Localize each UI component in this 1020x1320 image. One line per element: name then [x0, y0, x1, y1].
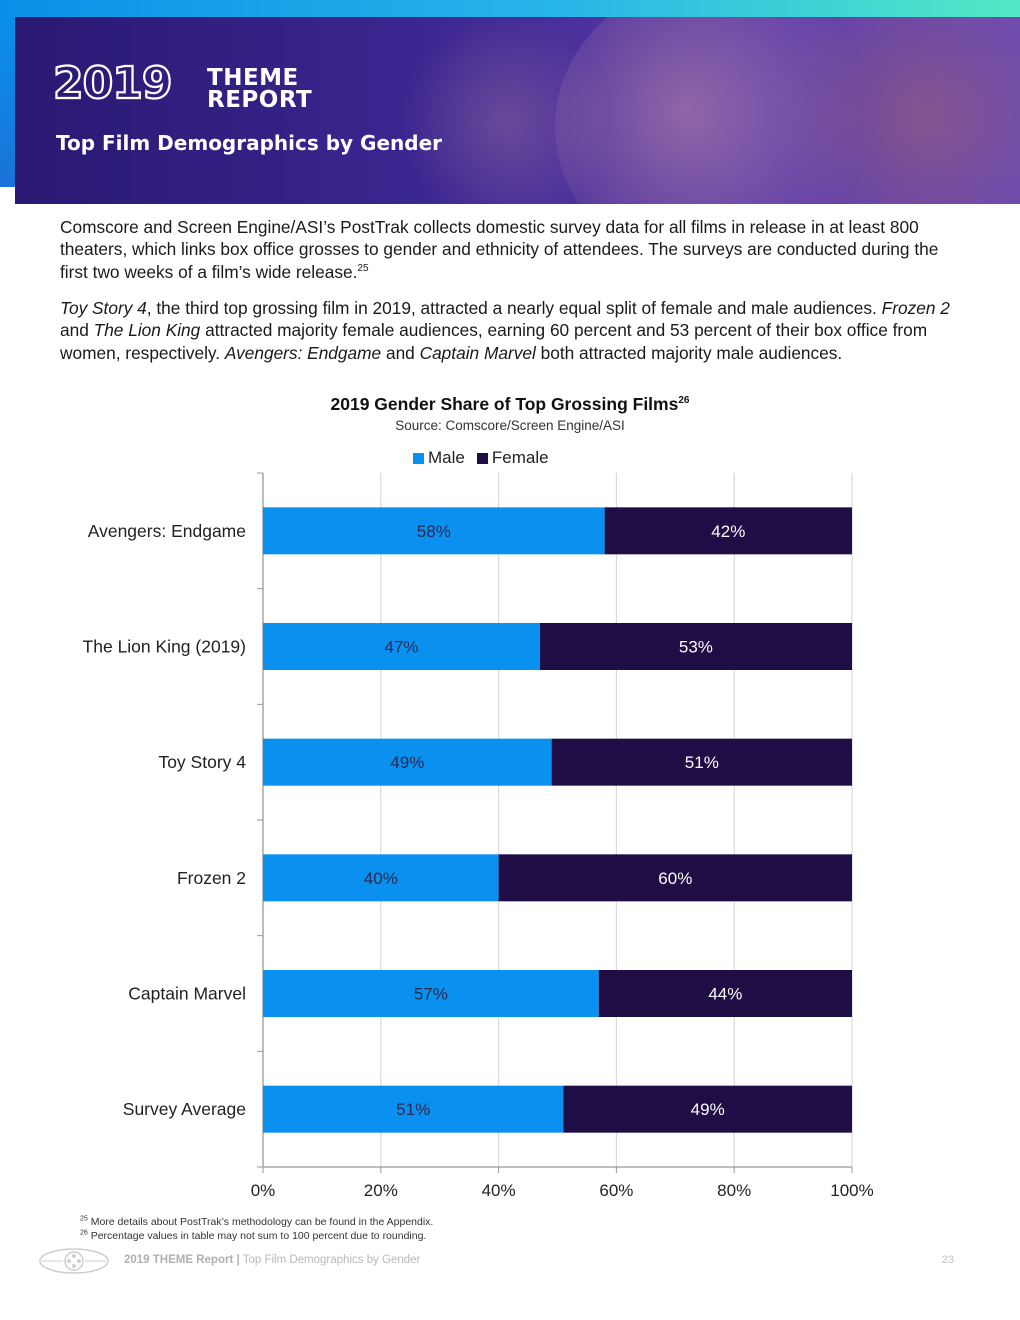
x-tick-label: 80% — [717, 1181, 751, 1200]
top-accent-bar — [0, 0, 1020, 17]
data-label-male: 57% — [414, 985, 448, 1004]
paragraph-text: and — [60, 320, 94, 341]
x-tick-label: 60% — [599, 1181, 633, 1200]
data-label-male: 49% — [390, 753, 424, 772]
chart-legend: Male Female — [413, 448, 561, 468]
legend-swatch-male — [413, 452, 424, 464]
footnote-number: 26 — [80, 1229, 88, 1237]
x-tick-label: 20% — [364, 1181, 398, 1200]
bar-female — [539, 623, 852, 670]
bar-female — [598, 970, 852, 1017]
legend-label-male: Male — [428, 448, 465, 467]
film-title: The Lion King — [93, 320, 201, 341]
legend-swatch-female — [476, 452, 488, 464]
left-accent-bar — [0, 17, 15, 187]
footer-label: 2019 THEME Report | Top Film Demographic… — [124, 1254, 420, 1266]
logo-report: REPORT — [207, 87, 313, 113]
header-banner: 2019 THEME REPORT Top Film Demographics … — [15, 17, 1020, 204]
intro-paragraph: Comscore and Screen Engine/ASI’s PostTra… — [60, 216, 960, 283]
bar-female — [551, 738, 852, 786]
page-footer: 2019 THEME Report | Top Film Demographic… — [38, 1245, 958, 1277]
data-label-female: 49% — [691, 1100, 725, 1119]
intro-text: Comscore and Screen Engine/ASI’s PostTra… — [60, 217, 939, 282]
paragraph-text: both attracted majority male audiences. — [535, 342, 843, 363]
legend-label-female: Female — [491, 448, 549, 467]
film-title: Frozen 2 — [881, 298, 950, 318]
bar-female — [604, 507, 852, 555]
logo-year: 2019 — [52, 58, 174, 109]
findings-paragraph: Toy Story 4, the third top grossing film… — [60, 297, 960, 364]
legend-item-male: Male — [413, 448, 465, 468]
category-label: The Lion King (2019) — [83, 637, 246, 657]
film-title: Toy Story 4 — [60, 298, 147, 318]
category-label: Avengers: Endgame — [88, 521, 246, 541]
footnote-text: Percentage values in table may not sum t… — [90, 1230, 427, 1242]
data-label-male: 47% — [384, 638, 418, 657]
x-tick-label: 100% — [830, 1181, 873, 1200]
bar-male — [263, 854, 499, 902]
bar-female — [563, 1085, 852, 1133]
logo-wordmark: THEME REPORT — [207, 65, 313, 113]
chart-title: 2019 Gender Share of Top Grossing Films2… — [0, 394, 1020, 415]
footnote-25: 25 More details about PostTrak’s methodo… — [80, 1215, 433, 1229]
category-label: Toy Story 4 — [158, 752, 246, 772]
data-label-female: 53% — [679, 638, 713, 657]
logo-theme: THEME — [207, 65, 299, 91]
footnote-ref: 25 — [357, 262, 369, 274]
footnote-number: 25 — [80, 1215, 88, 1223]
data-label-female: 42% — [711, 522, 745, 541]
footnote-ref: 26 — [678, 395, 690, 407]
paragraph-text: attracted majority female audiences, ear… — [60, 320, 928, 363]
bar-male — [263, 1085, 564, 1133]
data-label-female: 44% — [708, 985, 742, 1004]
paragraph-text: , the third top grossing film in 2019, a… — [146, 298, 882, 318]
page-number: 23 — [941, 1254, 954, 1266]
footnote-text: More details about PostTrak’s methodolog… — [90, 1216, 434, 1228]
chart-title-text: 2019 Gender Share of Top Grossing Films — [330, 394, 679, 414]
bar-male — [263, 738, 552, 786]
footer-report: 2019 THEME Report — [124, 1254, 234, 1266]
gender-share-chart: 0% 20% 40% 60% 80% 100% Avengers: Endgame 58% 42… — [83, 472, 874, 1200]
category-label: Frozen 2 — [177, 868, 246, 888]
legend-item-female: Female — [476, 448, 549, 468]
bar-male — [263, 507, 605, 555]
footnotes: 25 More details about PostTrak’s methodo… — [80, 1215, 433, 1243]
page-title: Top Film Demographics by Gender — [56, 131, 443, 155]
data-label-male: 40% — [364, 869, 398, 888]
x-tick-label: 0% — [251, 1181, 276, 1200]
chart-source: Source: Comscore/Screen Engine/ASI — [395, 418, 625, 433]
film-title: Avengers: Endgame — [224, 342, 382, 363]
film-title: Captain Marvel — [419, 342, 536, 363]
bar-male — [263, 970, 599, 1017]
data-label-female: 60% — [658, 869, 692, 888]
footnote-26: 26 Percentage values in table may not su… — [80, 1229, 433, 1243]
data-label-male: 58% — [417, 522, 451, 541]
banner-photo-glow — [775, 17, 1020, 204]
bar-female — [498, 854, 852, 902]
category-label: Survey Average — [123, 1099, 246, 1119]
mpa-film-reel-icon — [39, 1248, 109, 1274]
paragraph-text: and — [381, 342, 420, 363]
data-label-male: 51% — [396, 1100, 430, 1119]
x-tick-label: 40% — [482, 1181, 516, 1200]
bar-male — [263, 623, 540, 670]
footer-section: Top Film Demographics by Gender — [242, 1254, 421, 1266]
data-label-female: 51% — [685, 753, 719, 772]
category-label: Captain Marvel — [128, 984, 246, 1004]
footer-separator: | — [236, 1254, 240, 1266]
